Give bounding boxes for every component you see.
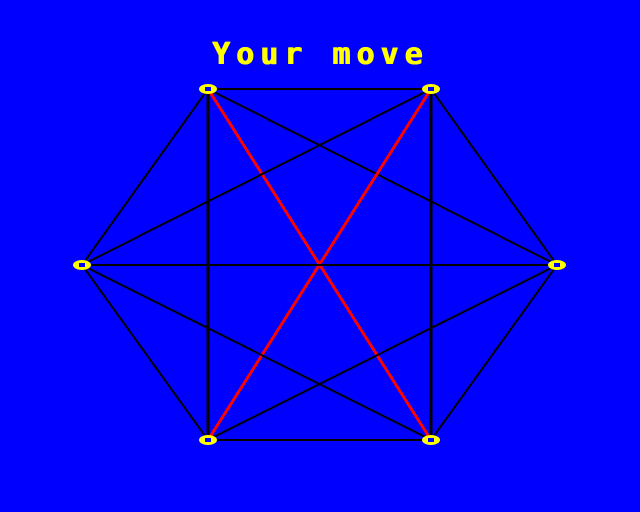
node-top-right-icon[interactable]	[422, 84, 440, 94]
edge-bottom-left-left[interactable]	[80, 263, 210, 442]
node-left-icon[interactable]	[73, 260, 91, 270]
edge-right-bottom-left[interactable]	[206, 263, 559, 442]
edges-layer	[80, 86, 559, 443]
edge-top-right-right[interactable]	[429, 87, 559, 267]
node-bottom-left-icon[interactable]	[199, 435, 217, 445]
status-message: Your move	[211, 37, 429, 72]
edge-right-bottom-right[interactable]	[429, 263, 559, 442]
edge-top-left-right[interactable]	[206, 87, 559, 267]
edge-top-left-left[interactable]	[80, 87, 210, 267]
nodes-layer	[73, 84, 566, 445]
node-right-icon[interactable]	[548, 260, 566, 270]
edge-bottom-right-left[interactable]	[80, 263, 433, 442]
edge-top-right-left[interactable]	[80, 87, 433, 267]
node-bottom-right-icon[interactable]	[422, 435, 440, 445]
node-top-left-icon[interactable]	[199, 84, 217, 94]
